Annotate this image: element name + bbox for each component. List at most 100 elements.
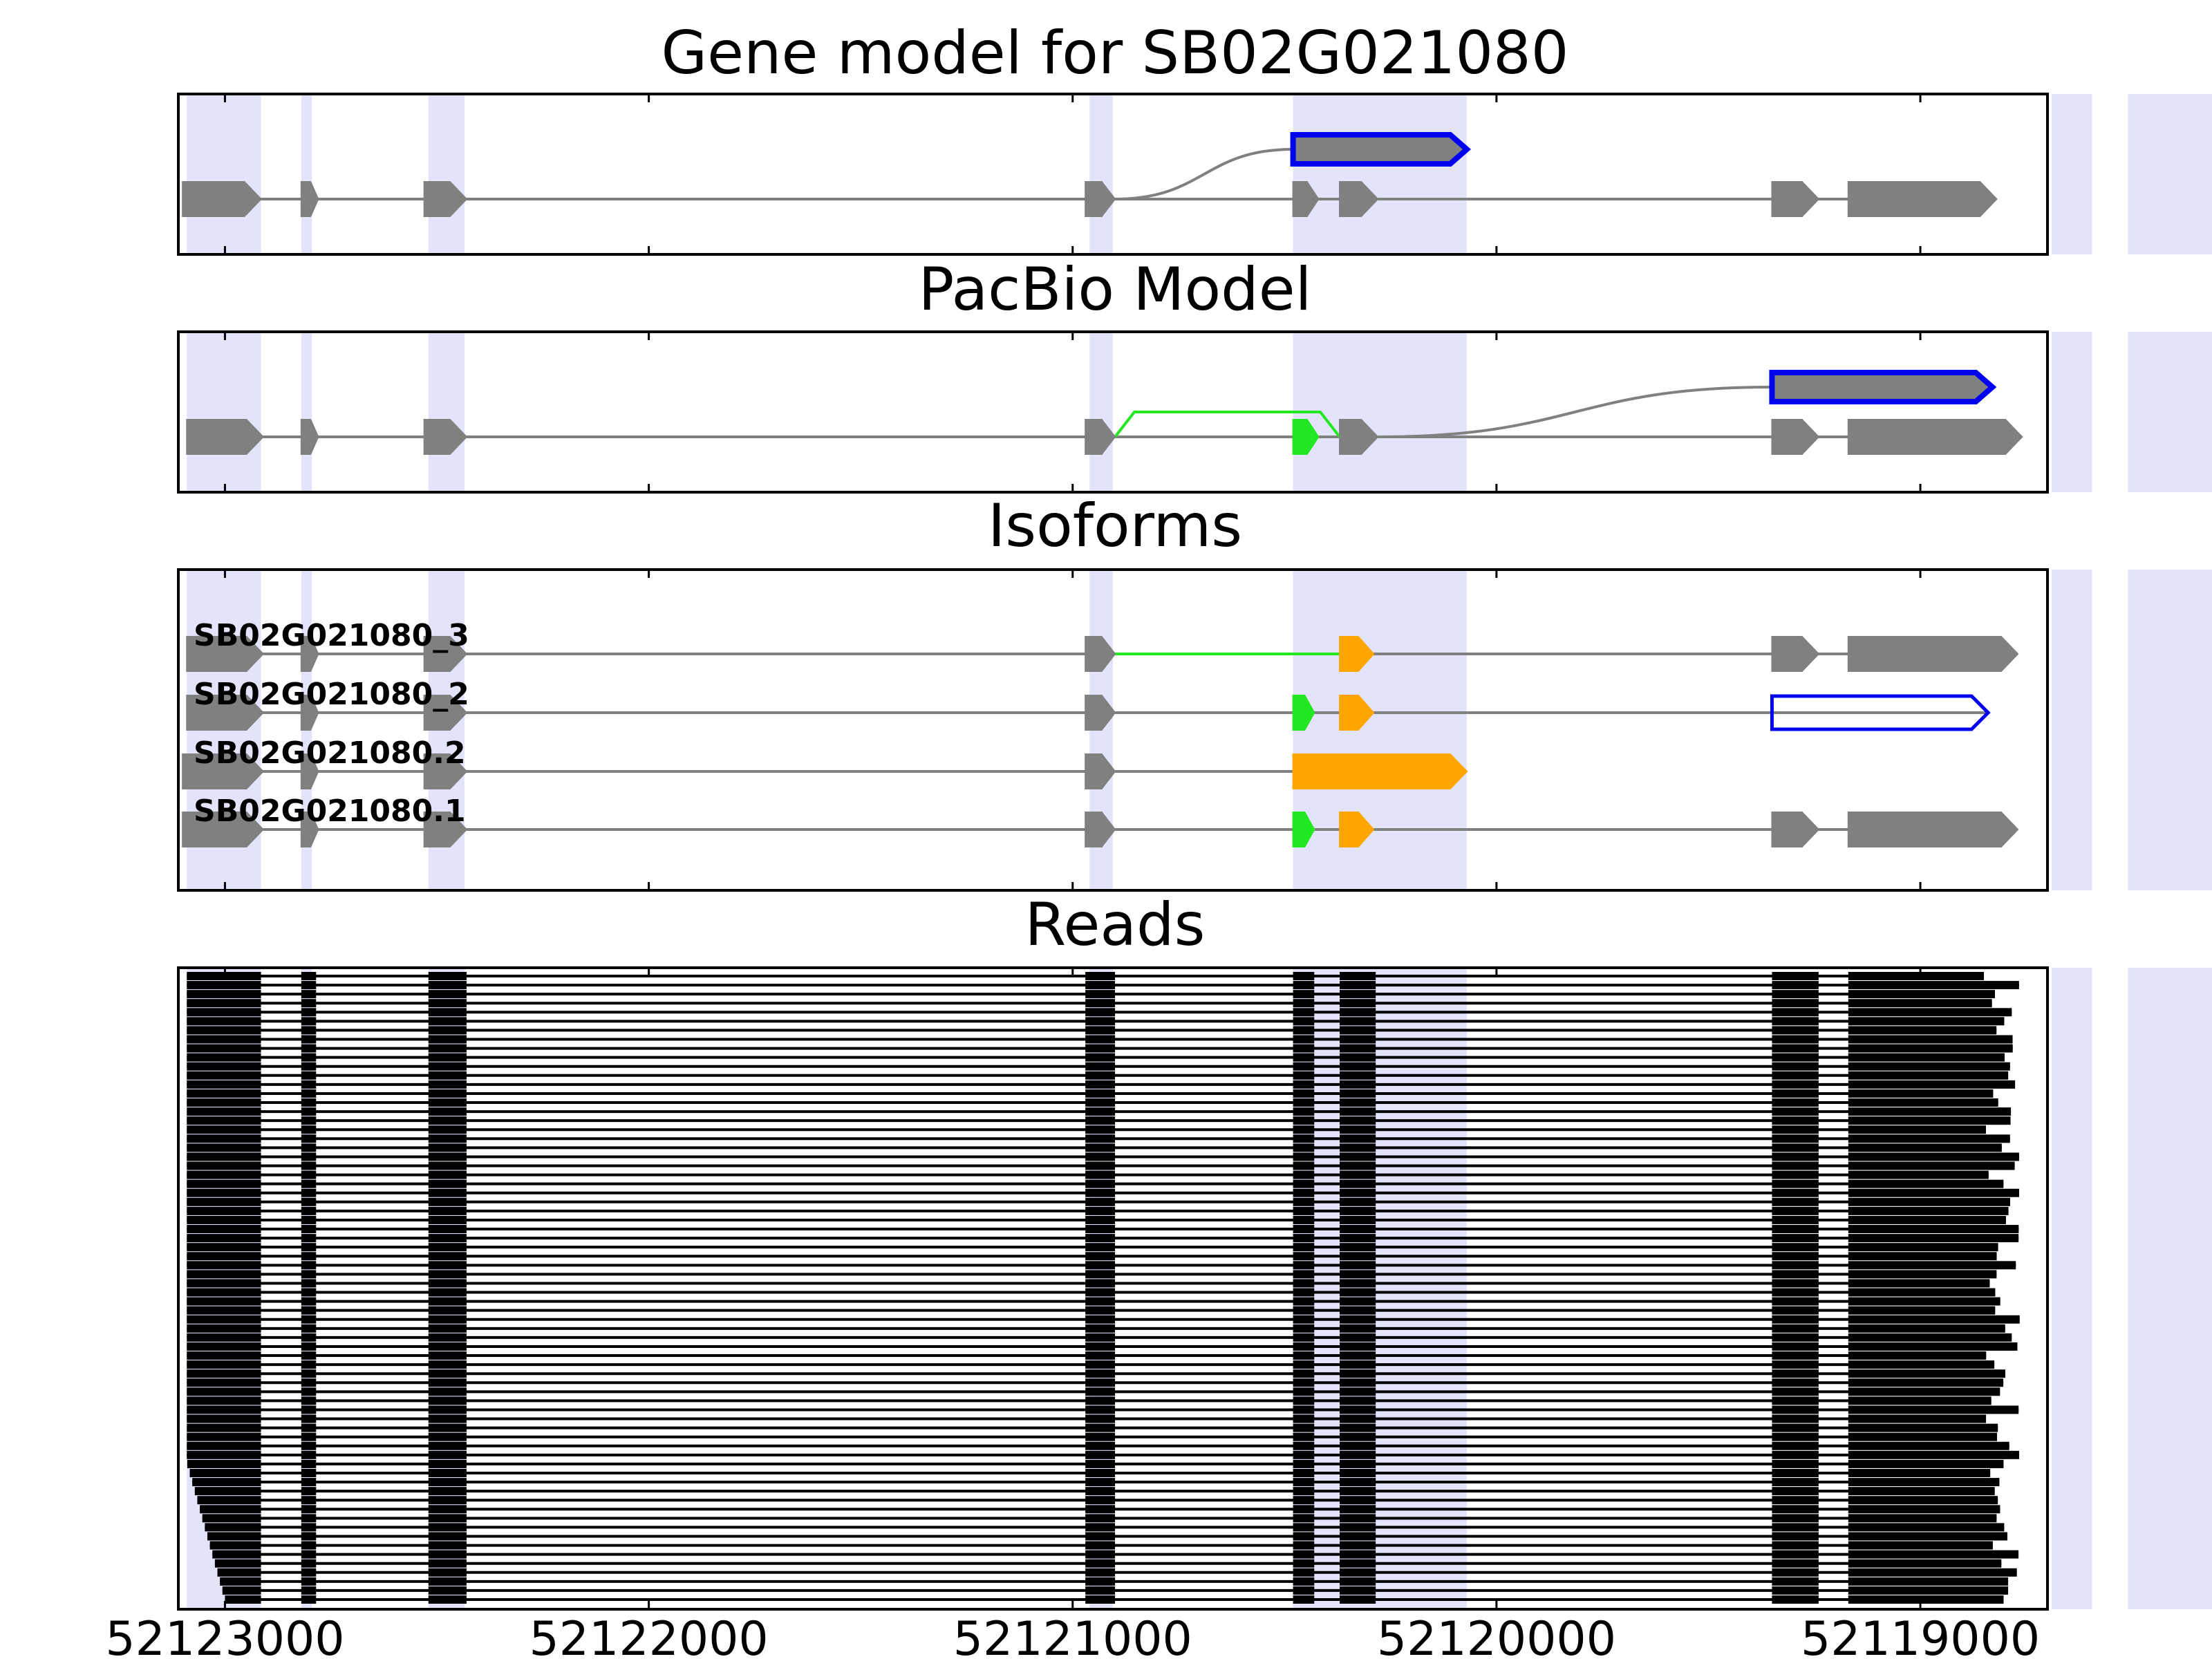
read-block [1293,1252,1315,1261]
read-block [301,1324,317,1333]
read-block [1772,1152,1819,1161]
read-block [301,1423,317,1432]
read-block [187,1351,261,1360]
read-8 [187,1044,2013,1053]
highlighted-exon-1 [1769,370,1997,404]
read-block [428,1089,467,1098]
read-block [1293,1125,1315,1134]
read-block [301,1559,317,1568]
read-block [187,1432,261,1441]
read-block [187,1026,261,1035]
read-block [1340,1098,1376,1107]
read-block [1772,999,1819,1008]
read-block [1340,1089,1376,1098]
read-block [1772,1478,1819,1487]
read-block [1293,1487,1315,1496]
shaded-region-1-3 [1089,332,1113,492]
read-block [1340,1459,1376,1468]
read-block [301,981,317,990]
read-block [1293,1369,1315,1378]
read-block [1848,1215,2006,1224]
shaded-region-0-1 [301,94,312,254]
read-block [428,1288,467,1297]
read-block [1085,1225,1116,1234]
read-block [1340,1080,1376,1089]
read-block [1848,1279,1990,1288]
read-block [1772,1324,1819,1333]
read-block [1085,1143,1116,1152]
read-block [187,1234,261,1243]
read-block [1772,1143,1819,1152]
read-block [1293,1161,1315,1170]
read-block [1772,1197,1819,1206]
read-block [1293,1342,1315,1351]
read-block [1772,1234,1819,1243]
read-block [301,1107,317,1116]
exon-2-0-6 [1847,636,2019,672]
read-44 [187,1369,2005,1378]
read-block [1340,1523,1376,1532]
panel-title-reads: Reads [1025,890,1206,959]
read-block [1772,1053,1819,1062]
read-block [187,1387,261,1396]
read-block [1293,1595,1315,1604]
connector-curve-1 [1378,386,1772,438]
read-block [1340,1360,1376,1369]
read-block [1848,1559,2002,1568]
read-block [187,1261,261,1270]
read-block [1340,1450,1376,1459]
read-block [1340,1351,1376,1360]
shaded-region-1-6 [2128,332,2212,492]
read-block [1085,1333,1116,1342]
read-block [187,990,261,999]
read-block [1848,1270,1997,1279]
read-block [1293,999,1315,1008]
read-24 [187,1188,2019,1197]
read-block [1293,1188,1315,1197]
read-block [187,1098,261,1107]
read-block [187,1342,261,1351]
read-block [1340,1487,1376,1496]
read-block [428,1134,467,1143]
read-block [428,1432,467,1441]
read-35 [187,1288,1996,1297]
read-block [187,1116,261,1125]
read-block [1772,1414,1819,1423]
exon-1-0-2 [423,419,468,455]
read-block [301,999,317,1008]
exon-2-0-4 [1339,636,1375,672]
read-41 [187,1342,2018,1351]
read-block [1772,1279,1819,1288]
exon-0-0-1 [300,181,319,217]
read-block [1085,999,1116,1008]
read-block [187,1053,261,1062]
read-block [187,1035,261,1044]
read-block [1848,1152,2019,1161]
read-block [428,1098,467,1107]
read-block [1340,1496,1376,1505]
read-block [1340,1333,1376,1342]
exon-0-0-0 [182,181,262,217]
read-block [1772,1559,1819,1568]
x-tick-label: 52121000 [953,1612,1192,1659]
read-block [301,1044,317,1053]
read-block [187,1369,261,1378]
read-31 [187,1252,1997,1261]
exon-1-0-6 [1771,419,1820,455]
read-block [1293,1577,1315,1586]
read-block [1340,1062,1376,1071]
read-60 [202,1514,1997,1523]
read-block [187,1008,261,1017]
read-block [1085,1441,1116,1450]
read-block [301,1008,317,1017]
read-block [1293,1396,1315,1405]
read-block [428,1252,467,1261]
read-block [1340,1197,1376,1206]
read-block [1085,972,1116,980]
read-block [1848,1387,2000,1396]
read-block [1848,1550,2019,1559]
read-block [1848,1035,2013,1044]
read-block [301,1125,317,1134]
read-block [1772,972,1819,980]
read-block [1340,1206,1376,1215]
